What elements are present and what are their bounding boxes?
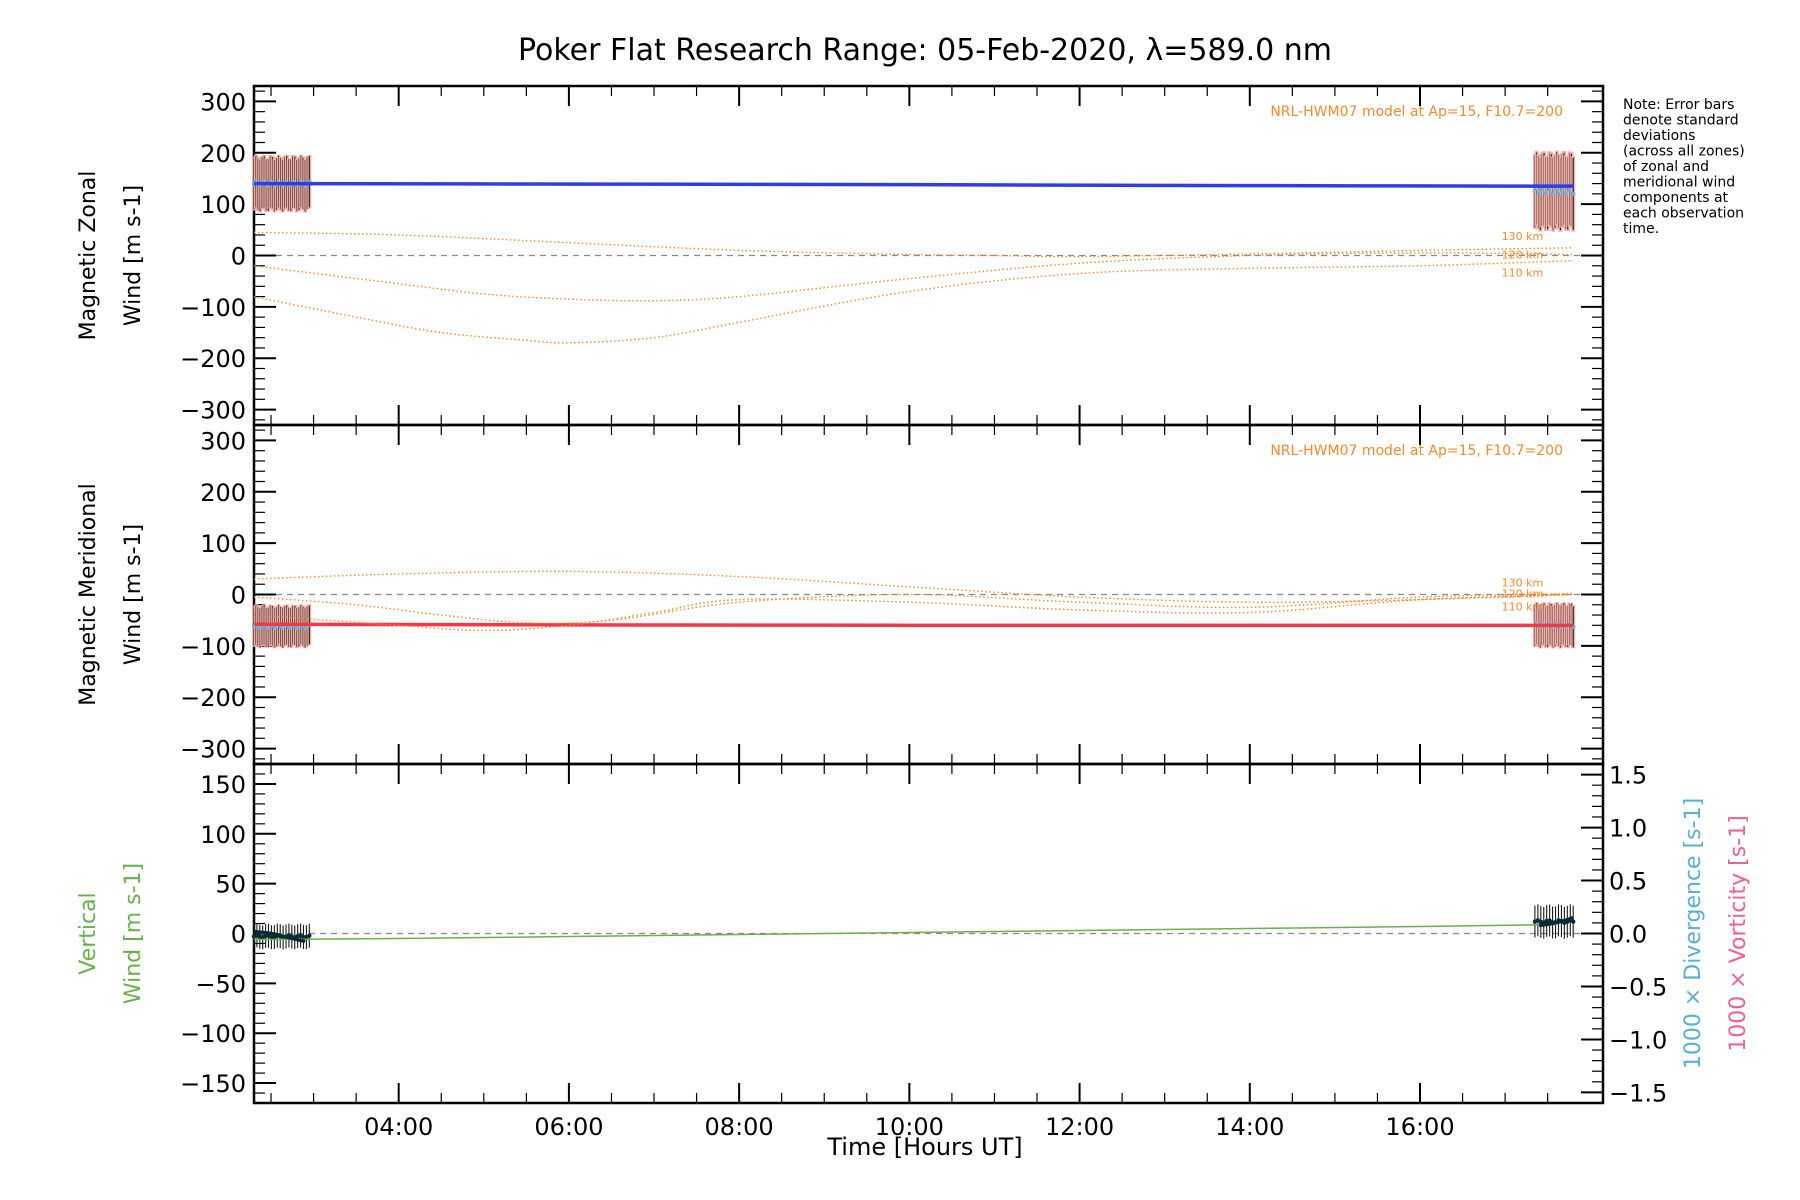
- chart-title: Poker Flat Research Range: 05-Feb-2020, …: [518, 33, 1332, 68]
- series-line-fit: [253, 622, 1574, 628]
- y-tick-label: −300: [180, 397, 246, 425]
- x-axis-label: Time [Hours UT]: [826, 1133, 1022, 1161]
- y2-tick-label: 1.5: [1609, 762, 1647, 790]
- series-line-model: [253, 252, 1574, 302]
- series-line-fit: [253, 181, 1574, 188]
- note-line: components at: [1623, 190, 1729, 206]
- model-label: NRL-HWM07 model at Ap=15, F10.7=200: [1270, 104, 1563, 120]
- y-axis-label-units: Wind [m s-1]: [121, 863, 146, 1004]
- y-tick-label: 100: [200, 191, 246, 219]
- x-tick-label: 04:00: [364, 1113, 433, 1141]
- data-point: [1571, 191, 1576, 197]
- y2-tick-label: 0.0: [1609, 921, 1647, 949]
- note-line: time.: [1623, 221, 1659, 237]
- y-tick-label: −200: [180, 345, 246, 373]
- vertical-wind-panel: −150 −100 −50 0 50 100 150 04:00 06:00 08:00 10:00…: [76, 762, 1751, 1141]
- note-line: Note: Error bars: [1623, 97, 1734, 113]
- y-tick-label: −150: [180, 1070, 246, 1098]
- y-tick-label: 200: [200, 479, 246, 507]
- zonal-wind-panel: −300 −200 −100 0 100 200 300 Magnetic Zonal Wind…: [76, 84, 1605, 427]
- y-axis-label: Vertical: [76, 892, 101, 974]
- x-tick-label: 10:00: [875, 1113, 944, 1141]
- y-tick-label: 300: [200, 88, 246, 116]
- note-line: each observation: [1623, 206, 1744, 222]
- y-axis-label-units: Wind [m s-1]: [121, 524, 146, 665]
- vorticity-axis-label: 1000 × Vorticity [s-1]: [1726, 815, 1751, 1051]
- divergence-axis-label: 1000 × Divergence [s-1]: [1681, 798, 1706, 1069]
- meridional-wind-panel: −300 −200 −100 0 100 200 300 Magnetic Meridiona…: [76, 423, 1605, 766]
- series-line-trace_end: [1538, 915, 1574, 928]
- y-tick-label: 100: [200, 821, 246, 849]
- x-tick-label: 12:00: [1045, 1113, 1114, 1141]
- model-altitude-label: 110 km: [1502, 601, 1544, 614]
- model-altitude-label: 110 km: [1502, 267, 1544, 280]
- y-tick-label: 200: [200, 140, 246, 168]
- series-line-vertical: [253, 923, 1557, 941]
- y-tick-label: 0: [231, 582, 246, 610]
- y-tick-label: −50: [195, 970, 246, 998]
- y-tick-label: 300: [200, 427, 246, 455]
- y-tick-label: 50: [215, 871, 246, 899]
- y-tick-label: −200: [180, 684, 246, 712]
- note-line: deviations: [1623, 128, 1695, 144]
- model-altitude-label: 120 km: [1502, 248, 1544, 261]
- model-label: NRL-HWM07 model at Ap=15, F10.7=200: [1270, 443, 1563, 459]
- y-axis-label-units: Wind [m s-1]: [121, 185, 146, 326]
- y2-tick-label: 1.0: [1609, 815, 1647, 843]
- series-line-model: [253, 592, 1574, 624]
- y-tick-label: 100: [200, 530, 246, 558]
- x-tick-label: 08:00: [705, 1113, 774, 1141]
- note-line: (across all zones): [1623, 144, 1745, 160]
- y-tick-label: −100: [180, 1020, 246, 1048]
- model-altitude-label: 120 km: [1502, 587, 1544, 600]
- y-axis-label: Magnetic Zonal: [76, 171, 101, 341]
- data-point: [1571, 919, 1576, 924]
- note-line: meridional wind: [1623, 175, 1735, 191]
- data-point: [307, 933, 312, 938]
- y-axis-label: Magnetic Meridional: [76, 483, 101, 705]
- y-tick-label: −100: [180, 294, 246, 322]
- model-altitude-label: 130 km: [1502, 577, 1544, 590]
- x-tick-label: 14:00: [1215, 1113, 1284, 1141]
- series-line-model: [253, 593, 1574, 632]
- note-line: of zonal and: [1623, 159, 1709, 175]
- y-tick-label: 0: [231, 243, 246, 271]
- y-tick-label: 150: [200, 771, 246, 799]
- series-line-model: [253, 570, 1574, 603]
- y2-tick-label: −1.0: [1609, 1026, 1667, 1054]
- x-tick-label: 16:00: [1385, 1113, 1454, 1141]
- y-tick-label: −300: [180, 736, 246, 764]
- series-line-model: [253, 259, 1574, 344]
- series-line-model: [253, 231, 1574, 258]
- y2-tick-label: −0.5: [1609, 973, 1667, 1001]
- series-line-trace_start: [253, 929, 306, 944]
- y-tick-label: −100: [180, 633, 246, 661]
- x-tick-label: 06:00: [534, 1113, 603, 1141]
- model-altitude-label: 130 km: [1502, 230, 1544, 243]
- y2-tick-label: −1.5: [1609, 1079, 1667, 1107]
- note-line: denote standard: [1623, 113, 1739, 129]
- y-tick-label: 0: [231, 921, 246, 949]
- y2-tick-label: 0.5: [1609, 868, 1647, 896]
